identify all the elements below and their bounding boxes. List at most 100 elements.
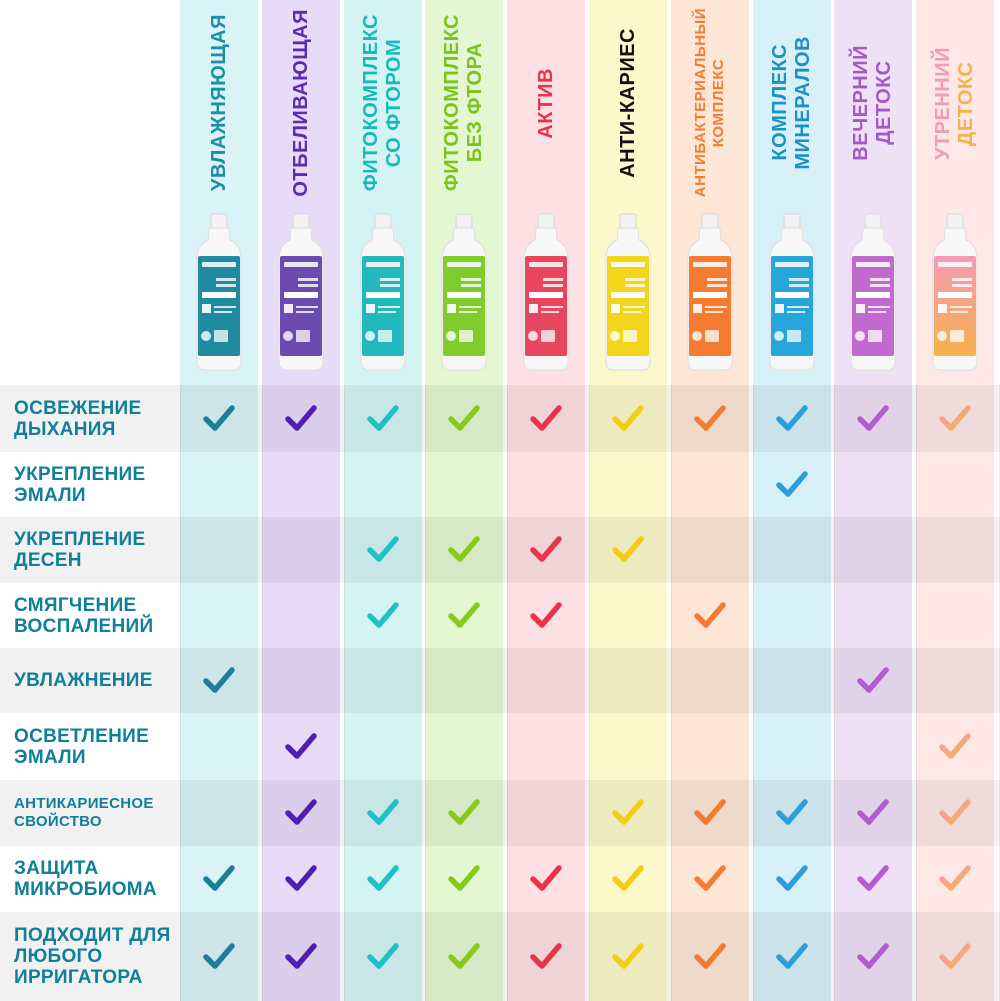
product-bottle-image bbox=[523, 213, 569, 371]
checkmark-icon bbox=[939, 404, 971, 431]
column-title-line: КОМПЛЕКС bbox=[710, 58, 727, 148]
checkmark-icon bbox=[775, 404, 808, 431]
checkmark-icon bbox=[530, 865, 562, 891]
checkmark-icon bbox=[857, 404, 890, 431]
row-label: УВЛАЖНЕНИЕ bbox=[14, 670, 153, 691]
checkmark-icon bbox=[366, 942, 399, 969]
column-title-text: КОМПЛЕКС МИНЕРАЛОВ bbox=[769, 36, 815, 170]
checkmark-icon bbox=[203, 404, 235, 431]
checkmark-icon bbox=[203, 942, 235, 969]
checkmark-icon bbox=[775, 470, 808, 497]
column-title: УВЛАЖНЯЮЩАЯ bbox=[180, 8, 258, 198]
table-row bbox=[0, 517, 1000, 583]
column-background bbox=[589, 0, 667, 1001]
column-divider bbox=[344, 385, 345, 1001]
column-title-line: УВЛАЖНЯЮЩАЯ bbox=[207, 14, 230, 192]
checkmark-icon bbox=[775, 865, 808, 891]
row-label: ПОДХОДИТ ДЛЯ ЛЮБОГО ИРРИГАТОРА bbox=[14, 925, 171, 988]
column-title-text: АКТИВ bbox=[535, 68, 558, 139]
column-title-line: УТРЕННИЙ bbox=[932, 46, 954, 160]
checkmark-icon bbox=[448, 601, 481, 628]
column-title: КОМПЛЕКС МИНЕРАЛОВ bbox=[753, 8, 831, 198]
column-title-line: СО ФТОРОМ bbox=[383, 38, 405, 168]
product-bottle-image bbox=[605, 213, 651, 371]
column-divider bbox=[262, 385, 263, 1001]
checkmark-icon bbox=[285, 404, 317, 431]
checkmark-icon bbox=[857, 666, 890, 693]
checkmark-icon bbox=[857, 865, 890, 891]
column-title-text: УВЛАЖНЯЮЩАЯ bbox=[208, 14, 231, 191]
product-bottle-image bbox=[850, 213, 896, 371]
column-background bbox=[753, 0, 831, 1001]
checkmark-icon bbox=[939, 942, 971, 969]
column-divider bbox=[507, 385, 508, 1001]
checkmark-icon bbox=[530, 601, 562, 628]
checkmark-icon bbox=[694, 865, 726, 891]
column-title: АНТИБАКТЕРИАЛЬНЫЙ КОМПЛЕКС bbox=[671, 8, 749, 198]
column-title: АКТИВ bbox=[507, 8, 585, 198]
checkmark-icon bbox=[939, 799, 971, 825]
checkmark-icon bbox=[857, 799, 890, 825]
checkmark-icon bbox=[530, 404, 562, 431]
row-label: УКРЕПЛЕНИЕ ДЕСЕН bbox=[14, 529, 146, 571]
checkmark-icon bbox=[775, 799, 808, 825]
checkmark-icon bbox=[448, 865, 481, 891]
checkmark-icon bbox=[366, 601, 399, 628]
checkmark-icon bbox=[285, 799, 317, 825]
checkmark-icon bbox=[857, 942, 890, 969]
checkmark-icon bbox=[366, 865, 399, 891]
checkmark-icon bbox=[530, 942, 562, 969]
checkmark-icon bbox=[612, 799, 644, 825]
checkmark-icon bbox=[285, 732, 317, 759]
row-label: СМЯГЧЕНИЕ ВОСПАЛЕНИЙ bbox=[14, 594, 154, 637]
column-title: ФИТОКОМПЛЕКС БЕЗ ФТОРА bbox=[425, 8, 503, 198]
column-title-text: ФИТОКОМПЛЕКС СО ФТОРОМ bbox=[360, 14, 406, 191]
checkmark-icon bbox=[203, 666, 235, 693]
product-bottle-image bbox=[196, 213, 242, 371]
column-title-line: АНТИБАКТЕРИАЛЬНЫЙ bbox=[692, 8, 709, 198]
table-row bbox=[0, 648, 1000, 713]
column-title-line: ФИТОКОМПЛЕКС bbox=[441, 14, 463, 192]
column-divider bbox=[916, 385, 917, 1001]
column-divider bbox=[753, 385, 754, 1001]
column-title-line: МИНЕРАЛОВ bbox=[792, 36, 814, 170]
column-background bbox=[671, 0, 749, 1001]
checkmark-icon bbox=[366, 536, 399, 562]
product-bottle-image bbox=[932, 213, 978, 371]
column-title-text: УТРЕННИЙ ДЕТОКС bbox=[932, 47, 978, 160]
column-title-text: АНТИБАКТЕРИАЛЬНЫЙ КОМПЛЕКС bbox=[692, 8, 728, 197]
product-bottle-image bbox=[687, 213, 733, 371]
checkmark-icon bbox=[939, 865, 971, 891]
checkmark-icon bbox=[285, 942, 317, 969]
column-title-line: ФИТОКОМПЛЕКС bbox=[360, 14, 382, 192]
checkmark-icon bbox=[366, 404, 399, 431]
column-background bbox=[834, 0, 912, 1001]
checkmark-icon bbox=[448, 942, 481, 969]
column-title: ВЕЧЕРНИЙ ДЕТОКС bbox=[834, 8, 912, 198]
column-divider bbox=[425, 385, 426, 1001]
checkmark-icon bbox=[612, 865, 644, 891]
checkmark-icon bbox=[939, 732, 971, 759]
checkmark-icon bbox=[448, 404, 481, 431]
row-label: ОСВЕЖЕНИЕ ДЫХАНИЯ bbox=[14, 397, 142, 440]
checkmark-icon bbox=[694, 601, 726, 628]
column-title-line: ДЕТОКС bbox=[873, 60, 895, 146]
checkmark-icon bbox=[612, 942, 644, 969]
checkmark-icon bbox=[775, 942, 808, 969]
column-title-line: АНТИ-КАРИЕС bbox=[616, 28, 639, 178]
column-title: АНТИ-КАРИЕС bbox=[589, 8, 667, 198]
column-divider bbox=[834, 385, 835, 1001]
checkmark-icon bbox=[612, 404, 644, 431]
column-background bbox=[262, 0, 340, 1001]
checkmark-icon bbox=[612, 536, 644, 562]
checkmark-icon bbox=[448, 799, 481, 825]
row-label: ЗАЩИТА МИКРОБИОМА bbox=[14, 858, 157, 900]
column-title-line: ВЕЧЕРНИЙ bbox=[850, 45, 872, 161]
table-row bbox=[0, 385, 1000, 452]
product-bottle-image bbox=[278, 213, 324, 371]
column-title-text: ВЕЧЕРНИЙ ДЕТОКС bbox=[850, 45, 896, 161]
row-label: УКРЕПЛЕНИЕ ЭМАЛИ bbox=[14, 463, 146, 506]
column-background bbox=[180, 0, 258, 1001]
checkmark-icon bbox=[203, 865, 235, 891]
column-divider bbox=[180, 385, 181, 1001]
